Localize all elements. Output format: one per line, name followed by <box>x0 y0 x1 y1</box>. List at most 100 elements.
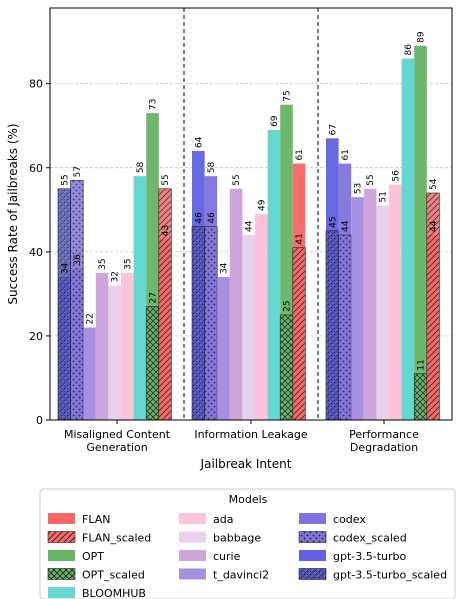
bar-value-label: 51 <box>379 191 389 202</box>
bar-codex-scaled-1 <box>70 180 84 421</box>
bar-curie-3 <box>363 188 377 420</box>
y-tick-label: 20 <box>29 330 43 343</box>
legend-label-babbage: babbage <box>213 532 261 545</box>
legend-swatch-flan-scaled <box>47 531 76 543</box>
legend-swatch-ada <box>179 513 206 524</box>
legend-label-flan-scaled: FLAN_scaled <box>82 532 151 545</box>
bar-curie-1 <box>95 272 109 420</box>
y-tick-label: 40 <box>29 246 43 259</box>
bar-value-label: 46 <box>194 212 204 224</box>
bar-value-label: 43 <box>161 225 171 236</box>
bar-opt-scaled-3 <box>413 373 428 421</box>
legend-label-curie: curie <box>213 550 241 563</box>
bar-babbage-3 <box>376 205 389 420</box>
bar-value-label: 61 <box>341 149 351 160</box>
bar-bloomhub-3 <box>401 58 415 421</box>
bar-value-label: 41 <box>295 233 305 244</box>
bar-value-label: 64 <box>194 136 204 148</box>
bar-value-label: 61 <box>295 149 305 160</box>
legend-label-codex: codex <box>333 513 366 526</box>
bar-value-label: 89 <box>417 31 427 43</box>
legend: Models FLAN FLAN_scaled OPT OPT_scaled BLOOMH… <box>39 488 456 599</box>
legend-title: Models <box>229 493 268 506</box>
x-tick-label: Information Leakage <box>194 428 308 441</box>
bar-opt-scaled-2 <box>279 314 294 421</box>
bar-codex-scaled-3 <box>338 234 352 421</box>
bar-value-label: 34 <box>60 262 70 274</box>
bar-ada-2 <box>255 214 268 420</box>
bar-value-label: 55 <box>366 174 376 185</box>
bar-value-label: 49 <box>257 199 267 211</box>
bar-value-label: 27 <box>149 292 159 303</box>
legend-swatch-gpt-3-5-turbo-scaled <box>298 568 327 580</box>
y-axis-label: Success Rate of Jailbreaks (%) <box>6 123 20 304</box>
x-axis-label: Jailbreak Intent <box>200 457 292 471</box>
bar-value-label: 55 <box>60 174 70 185</box>
legend-swatch-babbage <box>179 531 206 543</box>
y-tick-label: 0 <box>36 414 43 427</box>
bar-value-label: 57 <box>73 166 83 177</box>
legend-swatch-opt-scaled <box>47 568 76 580</box>
y-tick-label: 80 <box>29 78 43 91</box>
bar-ada-1 <box>121 272 134 420</box>
bar-value-label: 67 <box>328 124 338 135</box>
bar-babbage-2 <box>242 235 255 420</box>
bar-value-label: 44 <box>245 220 255 232</box>
bar-value-label: 58 <box>207 161 217 173</box>
bar-opt-3 <box>414 45 427 421</box>
bar-value-label: 54 <box>429 178 439 190</box>
legend-label-opt-scaled: OPT_scaled <box>82 569 145 582</box>
bar-value-label: 35 <box>98 258 108 269</box>
bar-ada-3 <box>389 184 402 420</box>
bar-value-label: 11 <box>417 359 427 370</box>
bar-value-label: 22 <box>86 313 96 324</box>
bar-opt-scaled-1 <box>145 306 160 421</box>
bar-value-label: 55 <box>232 174 242 185</box>
legend-swatch-curie <box>179 550 206 561</box>
legend-box <box>39 488 456 599</box>
bar-codex-scaled-2 <box>204 226 218 421</box>
legend-label-gpt-3-5-turbo: gpt-3.5-turbo <box>333 550 406 563</box>
legend-swatch-codex <box>299 513 326 524</box>
bar-value-label: 32 <box>111 271 121 282</box>
bar-gpt-3-5-turbo-scaled-1 <box>57 188 71 421</box>
bar-value-label: 56 <box>391 170 401 182</box>
legend-label-opt: OPT <box>82 550 104 563</box>
legend-label-ada: ada <box>213 513 233 526</box>
legend-swatch-gpt-3-5-turbo <box>299 550 326 561</box>
axes: 0 20 40 60 80 Misaligned Content Generation Inf… <box>29 7 453 454</box>
bar-value-label: 44 <box>341 220 351 232</box>
legend-swatch-t-davinci2 <box>179 568 206 580</box>
bar-value-label: 46 <box>207 212 217 224</box>
bar-value-label: 55 <box>161 174 171 185</box>
x-tick-label: Misaligned Content Generation <box>64 428 171 454</box>
bar-bloomhub-2 <box>267 129 281 420</box>
bar-value-label: 45 <box>328 216 338 227</box>
bar-value-label: 73 <box>149 99 159 110</box>
bar-value-label: 53 <box>354 183 364 194</box>
legend-label-t-davinci2: t_davinci2 <box>213 569 269 582</box>
bar-value-label: 69 <box>270 115 280 127</box>
bar-value-label: 25 <box>283 300 293 311</box>
x-tick-label: Performance Degradation <box>349 428 419 454</box>
bar-flan-scaled-1 <box>158 188 172 421</box>
legend-swatch-bloomhub <box>48 587 75 598</box>
legend-swatch-codex-scaled <box>298 531 327 543</box>
legend-swatch-flan <box>48 513 75 524</box>
bar-value-label: 34 <box>220 262 230 274</box>
bar-t-davinci2-1 <box>83 327 96 420</box>
bar-gpt-3-5-turbo-scaled-2 <box>191 226 205 421</box>
bar-bloomhub-1 <box>133 176 147 420</box>
y-tick-label: 60 <box>29 162 43 175</box>
bar-curie-2 <box>229 188 243 420</box>
bar-value-label: 44 <box>429 220 439 232</box>
bar-t-davinci2-2 <box>217 277 230 420</box>
bar-value-label: 35 <box>123 258 133 269</box>
legend-label-codex-scaled: codex_scaled <box>333 532 407 545</box>
bar-babbage-1 <box>108 285 121 420</box>
legend-label-flan: FLAN <box>82 513 110 526</box>
legend-label-bloomhub: BLOOMHUB <box>82 587 146 599</box>
bar-value-label: 58 <box>136 161 146 173</box>
